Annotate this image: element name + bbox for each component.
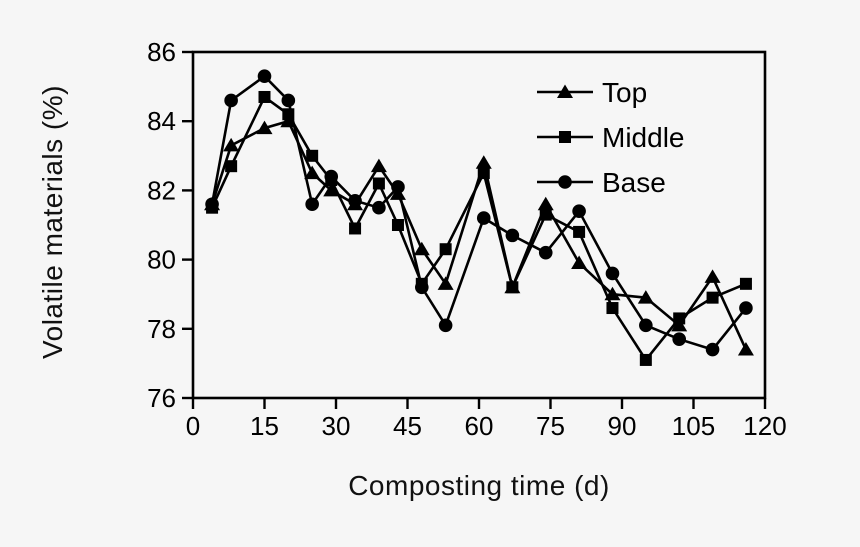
marker-top <box>671 317 688 332</box>
y-tick-label: 76 <box>147 383 176 413</box>
marker-base <box>324 169 339 184</box>
marker-base <box>205 197 219 212</box>
marker-base <box>739 301 753 315</box>
legend-marker-base <box>558 175 572 189</box>
marker-top <box>370 158 387 173</box>
marker-top <box>256 120 273 135</box>
marker-base <box>372 200 386 215</box>
marker-top <box>737 342 754 356</box>
y-tick-label: 80 <box>147 245 176 275</box>
marker-middle <box>639 353 652 366</box>
marker-top <box>304 165 321 180</box>
y-axis-title: Volatile materials (%) <box>37 85 68 359</box>
x-tick-label: 45 <box>393 411 422 441</box>
y-tick-label: 86 <box>147 37 176 67</box>
y-tick-label: 78 <box>147 314 176 344</box>
x-tick-label: 105 <box>672 411 715 441</box>
marker-middle <box>258 90 271 103</box>
marker-base <box>438 318 453 333</box>
legend-label-top: Top <box>602 77 647 108</box>
marker-top <box>223 137 240 152</box>
marker-middle <box>349 222 362 235</box>
marker-base <box>705 342 720 357</box>
marker-middle <box>477 167 490 180</box>
marker-middle <box>673 312 686 325</box>
marker-top <box>537 196 554 211</box>
marker-top <box>604 286 621 301</box>
marker-base <box>224 93 238 108</box>
marker-middle <box>506 281 519 294</box>
marker-middle <box>439 243 452 256</box>
marker-middle <box>706 291 719 304</box>
y-tick-label: 84 <box>147 106 176 136</box>
legend-marker-top <box>557 84 573 98</box>
marker-top <box>475 155 492 169</box>
x-tick-label: 60 <box>465 411 494 441</box>
marker-top <box>571 255 588 270</box>
marker-base <box>538 245 553 260</box>
marker-base <box>572 204 586 218</box>
x-tick-label: 15 <box>250 411 279 441</box>
marker-top <box>413 241 430 256</box>
x-tick-label: 0 <box>186 411 200 441</box>
marker-middle <box>225 160 238 173</box>
marker-top <box>280 113 297 128</box>
legend-label-middle: Middle <box>602 122 684 153</box>
marker-top <box>437 276 454 290</box>
marker-base <box>476 211 491 225</box>
marker-middle <box>539 208 552 221</box>
marker-middle <box>306 149 319 162</box>
x-tick-label: 90 <box>608 411 637 441</box>
x-tick-label: 120 <box>743 411 786 441</box>
plot-border <box>191 50 767 400</box>
marker-top <box>323 182 340 197</box>
marker-base <box>257 69 272 84</box>
marker-top <box>637 290 654 304</box>
marker-base <box>415 280 429 295</box>
marker-base <box>672 332 686 346</box>
marker-base <box>639 318 653 333</box>
y-tick-label: 82 <box>147 175 176 205</box>
marker-base <box>281 93 296 108</box>
marker-middle <box>372 177 385 190</box>
marker-top <box>704 269 721 283</box>
marker-middle <box>739 277 752 290</box>
marker-base <box>348 193 362 208</box>
marker-base <box>605 266 620 281</box>
series-line-top <box>210 119 748 351</box>
x-tick-label: 75 <box>536 411 565 441</box>
marker-middle <box>606 302 619 315</box>
marker-middle <box>391 219 404 231</box>
marker-middle <box>573 225 586 238</box>
marker-middle <box>282 108 295 121</box>
x-axis-title: Composting time (d) <box>348 470 610 501</box>
marker-base <box>505 228 520 243</box>
marker-base <box>391 180 405 194</box>
marker-base <box>305 197 319 212</box>
legend-label-base: Base <box>602 167 666 198</box>
x-tick-label: 30 <box>322 411 351 441</box>
legend-marker-middle <box>559 131 571 143</box>
